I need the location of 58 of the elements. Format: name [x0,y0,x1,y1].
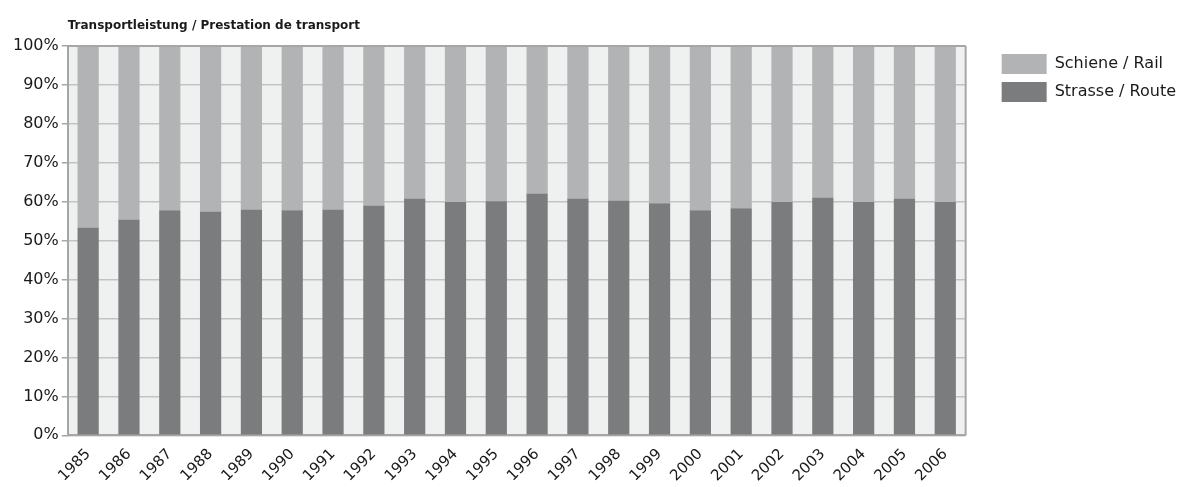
bar [730,208,752,435]
bar [77,46,99,228]
bar [648,46,671,204]
bar [689,210,711,435]
bar [322,209,344,435]
y-tick-label: 80% [23,113,59,133]
bar [199,211,222,435]
bar [567,198,589,435]
bar [322,46,344,210]
y-tick-label: 100% [12,35,59,55]
legend-label: Strasse / Route [1054,81,1177,101]
bar [934,46,956,203]
y-tick-label: 50% [23,229,59,249]
bar [485,201,507,435]
y-tick-label: 70% [23,151,59,171]
y-tick-label: 90% [23,74,59,94]
y-tick-label: 40% [23,268,59,288]
bar [567,46,589,199]
bar [444,46,467,203]
bar [771,46,793,203]
bar [812,46,834,198]
bar [281,46,303,211]
y-tick-label: 60% [23,190,59,210]
bar [118,46,140,220]
bar [363,205,385,435]
y-tick-label: 0% [33,424,59,444]
y-tick-label: 20% [23,346,59,366]
bar [608,200,630,435]
bar [893,198,916,435]
bar [853,46,875,203]
y-tick-label: 30% [23,307,59,327]
bar [893,46,916,199]
bar [404,198,426,435]
bar [159,46,181,211]
bar [526,193,548,435]
y-tick-label: 10% [23,385,59,405]
bar [689,46,711,211]
bar [444,202,467,435]
chart-title: Transportleistung / Prestation de transport [67,18,360,32]
bar [118,219,140,435]
bar [240,209,263,435]
bar [485,46,507,202]
bar [199,46,222,212]
bar [812,197,834,435]
bar [77,227,99,435]
bar [404,46,426,199]
bar [281,210,303,435]
bar [526,46,548,194]
bar [608,46,630,201]
bar [730,46,752,209]
legend-label: Schiene / Rail [1054,53,1164,73]
bar [159,210,181,435]
bar [648,203,671,435]
bar [240,46,263,210]
bar [363,46,385,206]
bar [771,202,793,435]
bar [934,202,956,435]
bar [853,202,875,435]
